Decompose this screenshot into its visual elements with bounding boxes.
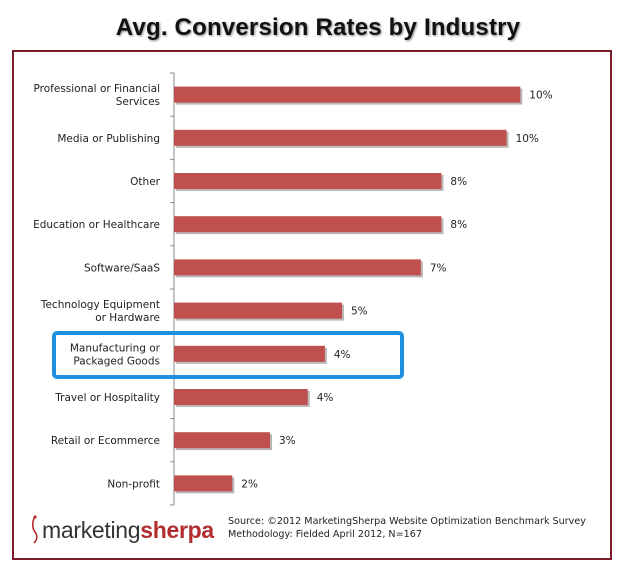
source-note: Source: ©2012 MarketingSherpa Website Op… — [228, 515, 586, 541]
category-label-line: Non-profit — [107, 478, 160, 490]
source-line: Source: ©2012 MarketingSherpa Website Op… — [228, 516, 586, 527]
category-label: Professional or Financial Services — [34, 83, 161, 108]
category-label-line: Other — [130, 176, 160, 188]
category-label: Travel or Hospitality — [54, 392, 160, 404]
bar-value-label: 7% — [430, 262, 447, 274]
marketingsherpa-logo: marketingsherpa — [42, 517, 214, 544]
bar-value-label: 2% — [241, 478, 258, 490]
bar — [174, 389, 308, 405]
methodology-line: Methodology: Fielded April 2012, N=167 — [228, 529, 422, 540]
bar — [174, 475, 233, 492]
category-label-line: Travel or Hospitality — [54, 392, 160, 404]
bar-value-label: 10% — [516, 133, 539, 145]
bar-value-label: 5% — [351, 306, 368, 318]
category-label-line: Packaged Goods — [73, 355, 160, 367]
logo-text-marketing: marketing — [42, 517, 141, 543]
category-label-line: Software/SaaS — [84, 262, 160, 274]
category-label: Non-profit — [107, 478, 160, 490]
bar — [174, 302, 342, 319]
bar-value-label: 4% — [317, 392, 334, 404]
category-label: Manufacturing or Packaged Goods — [70, 342, 161, 367]
bar-value-label: 10% — [529, 90, 552, 102]
category-label-line: Technology Equipment — [40, 299, 160, 311]
category-label: Education or Healthcare — [33, 219, 160, 231]
category-label: Technology Equipment or Hardware — [40, 299, 160, 324]
category-label: Retail or Ecommerce — [51, 435, 160, 447]
category-label: Media or Publishing — [57, 133, 160, 145]
bar — [174, 345, 325, 362]
bar-value-label: 3% — [279, 435, 296, 447]
bar — [174, 86, 521, 103]
highlight-box — [52, 331, 404, 379]
bar-value-label: 8% — [450, 176, 467, 188]
category-label-line: Services — [116, 96, 160, 108]
bar — [174, 432, 270, 449]
chart-title: Avg. Conversion Rates by Industry — [115, 14, 521, 41]
category-label-line: Media or Publishing — [57, 133, 160, 145]
category-label: Other — [130, 176, 160, 188]
bar-value-label: 4% — [334, 349, 351, 361]
category-label-line: Education or Healthcare — [33, 219, 160, 231]
chart-frame — [12, 50, 612, 560]
category-label: Software/SaaS — [84, 262, 160, 274]
bar — [174, 216, 442, 233]
bar — [174, 173, 442, 189]
category-label-line: Manufacturing or — [70, 342, 161, 354]
category-label-line: Retail or Ecommerce — [51, 435, 160, 447]
category-label-line: Professional or Financial — [34, 83, 161, 95]
bar — [174, 129, 507, 146]
marketingsherpa-logo-icon — [31, 515, 38, 544]
bar-value-label: 8% — [450, 219, 467, 231]
logo-text-sherpa: sherpa — [140, 517, 214, 543]
bar — [174, 259, 421, 276]
category-label-line: or Hardware — [95, 312, 160, 324]
